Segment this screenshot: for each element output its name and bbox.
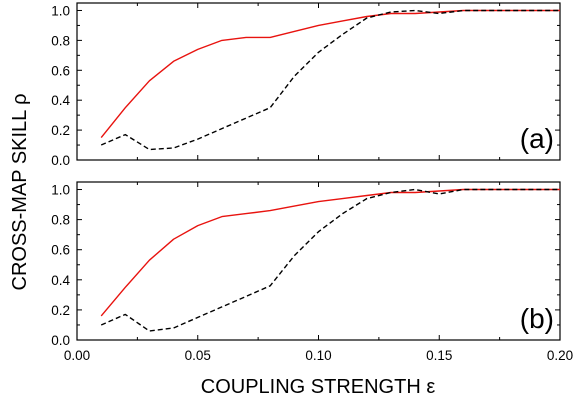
y-tick-label: 0.0 <box>51 153 70 168</box>
y-tick-label: 1.0 <box>51 183 70 198</box>
x-axis-label: COUPLING STRENGTH ε <box>201 376 436 398</box>
panel-label: (b) <box>520 303 554 334</box>
series-line-solid <box>100 188 560 317</box>
series-line-dashed <box>100 188 560 332</box>
x-tick-label: 0.00 <box>64 348 90 363</box>
y-tick-label: 0.4 <box>51 93 70 108</box>
y-tick-label: 1.0 <box>51 3 70 18</box>
panel-b: 0.0 0.2 0.4 0.6 0.8 1.0 0.00 0.05 0.10 0.15 0.20 (b… <box>51 181 573 363</box>
y-tick-label: 0.8 <box>51 213 70 228</box>
x-tick-label: 0.10 <box>305 348 331 363</box>
x-tick-label: 0.20 <box>547 348 573 363</box>
y-tick-label: 0.4 <box>51 273 70 288</box>
x-tick-label: 0.05 <box>185 348 211 363</box>
panel-a: 0.0 0.2 0.4 0.6 0.8 1.0 (a) <box>51 2 561 168</box>
y-axis-label: CROSS-MAP SKILL ρ <box>9 94 31 291</box>
y-tick-label: 0.6 <box>51 243 70 258</box>
y-tick-label: 0.6 <box>51 63 70 78</box>
y-tick-label: 0.2 <box>51 303 70 318</box>
series-line-dashed <box>100 9 560 151</box>
panel-label: (a) <box>520 123 554 154</box>
series-line-solid <box>100 9 560 139</box>
x-tick-label: 0.15 <box>426 348 452 363</box>
y-tick-label: 0.0 <box>51 333 70 348</box>
y-tick-label: 0.8 <box>51 33 70 48</box>
y-tick-label: 0.2 <box>51 123 70 138</box>
